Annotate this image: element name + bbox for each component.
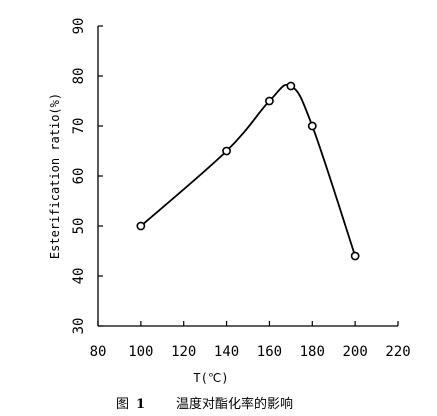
axes bbox=[97, 26, 398, 327]
y-axis-title: Esterification ratio(%) bbox=[48, 93, 62, 259]
x-tick-label-2: 120 bbox=[171, 344, 196, 360]
y-tick-label-1: 40 bbox=[71, 268, 87, 285]
x-tick-label-0: 80 bbox=[90, 344, 107, 360]
y-tick-label-5: 80 bbox=[71, 68, 87, 85]
series-line bbox=[140, 83, 356, 257]
x-tick-label-5: 180 bbox=[300, 344, 325, 360]
caption-number: 1 bbox=[136, 397, 145, 412]
y-tick-label-4: 70 bbox=[71, 118, 87, 135]
data-point-5 bbox=[350, 251, 360, 261]
data-point-4 bbox=[307, 121, 317, 131]
x-tick-label-6: 200 bbox=[342, 344, 367, 360]
y-tick-label-2: 50 bbox=[71, 218, 87, 235]
data-point-3 bbox=[286, 81, 296, 91]
caption-label: 图 bbox=[116, 397, 129, 412]
data-point-1 bbox=[222, 146, 231, 156]
y-tick-label-0: 30 bbox=[71, 318, 87, 335]
y-tick-label-3: 60 bbox=[71, 168, 87, 185]
x-tick-label-7: 220 bbox=[385, 344, 410, 360]
figure-caption: 图 1 温度对酯化率的影响 bbox=[116, 396, 293, 412]
x-ticks: 80 100 120 140 160 180 200 220 bbox=[90, 321, 411, 360]
data-point-0 bbox=[136, 221, 146, 231]
x-tick-label-4: 160 bbox=[257, 344, 282, 360]
y-tick-label-6: 90 bbox=[71, 18, 87, 35]
data-markers bbox=[136, 81, 360, 261]
x-tick-label-3: 140 bbox=[214, 344, 239, 360]
y-ticks: 30 40 50 60 70 80 90 bbox=[71, 18, 103, 335]
caption-text: 温度对酯化率的影响 bbox=[176, 396, 293, 412]
x-tick-label-1: 100 bbox=[128, 344, 153, 360]
data-point-2 bbox=[265, 96, 274, 106]
x-axis-title: T(℃) bbox=[193, 371, 228, 385]
